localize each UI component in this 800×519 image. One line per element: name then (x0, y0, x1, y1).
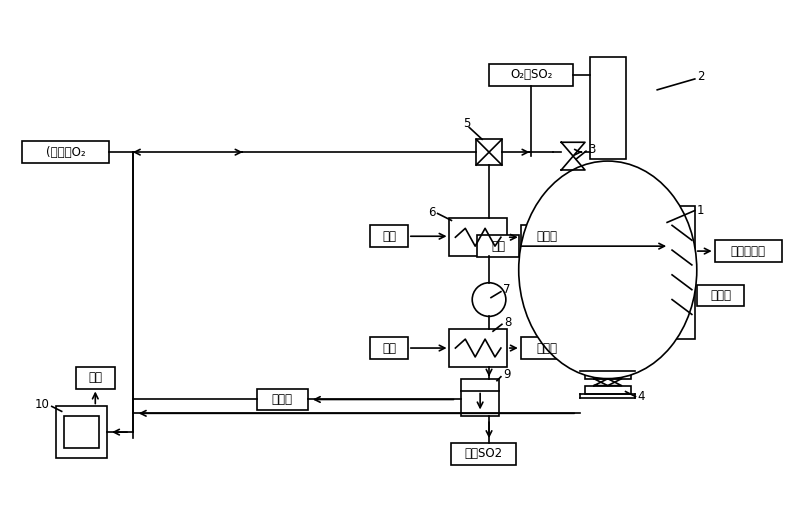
Text: 4: 4 (638, 390, 645, 403)
Bar (521, 337, 572, 359)
Bar (590, 57, 626, 159)
Text: 10: 10 (35, 398, 50, 411)
Text: 8: 8 (504, 316, 511, 329)
Text: 液态SO2: 液态SO2 (465, 447, 502, 460)
Bar (697, 285, 744, 307)
Text: 水冷: 水冷 (382, 230, 396, 243)
Bar (714, 240, 782, 262)
Bar (585, 371, 630, 379)
Text: 6: 6 (428, 206, 436, 219)
Text: 废热水: 废热水 (536, 230, 557, 243)
Bar (56, 406, 107, 458)
Text: 不凝气: 不凝气 (272, 393, 293, 406)
Text: 空冷: 空冷 (491, 240, 505, 253)
Bar (370, 337, 408, 359)
Bar (75, 367, 115, 389)
Text: 水冷: 水冷 (382, 342, 396, 354)
Text: 废热水: 废热水 (536, 342, 557, 354)
Text: 电加热: 电加热 (710, 289, 731, 302)
Bar (370, 225, 408, 247)
Bar (476, 139, 502, 165)
Bar (477, 235, 518, 257)
Bar (257, 389, 308, 411)
Text: 2: 2 (697, 71, 704, 84)
Text: 7: 7 (503, 283, 510, 296)
Bar (521, 225, 572, 247)
Bar (450, 218, 507, 256)
Text: 5: 5 (463, 117, 471, 130)
Bar (669, 206, 695, 339)
Bar (585, 386, 630, 393)
Text: 3: 3 (588, 143, 595, 156)
Bar (489, 64, 573, 86)
Text: 9: 9 (503, 368, 510, 381)
Bar (450, 329, 507, 367)
Bar (451, 443, 516, 465)
Bar (462, 379, 499, 416)
Text: O₂、SO₂: O₂、SO₂ (510, 69, 552, 81)
Bar (22, 141, 109, 163)
Text: 外排: 外排 (88, 371, 102, 384)
Bar (64, 416, 99, 448)
Ellipse shape (518, 161, 697, 379)
Text: (鈢瓶）O₂: (鈢瓶）O₂ (46, 146, 86, 159)
Text: 热空气排放: 热空气排放 (730, 244, 766, 257)
Text: 1: 1 (697, 204, 704, 217)
